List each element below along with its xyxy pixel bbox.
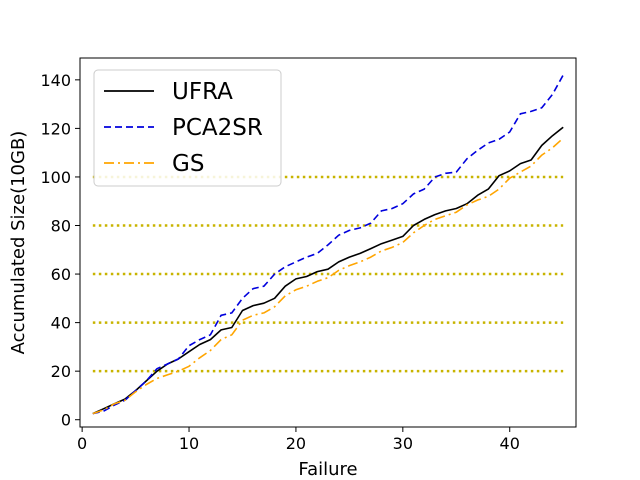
- x-axis: 0 10 20 30 40: [77, 427, 520, 453]
- y-tick-label: 60: [51, 265, 71, 284]
- legend: UFRA PCA2SR GS: [93, 69, 282, 187]
- y-tick-label: 80: [51, 217, 71, 236]
- x-tick-label: 40: [500, 434, 520, 453]
- series-line-gs: [92, 137, 564, 415]
- y-tick-label: 120: [40, 119, 71, 138]
- x-axis-label: Failure: [298, 459, 357, 480]
- x-tick-label: 20: [286, 434, 306, 453]
- plot-frame: [79, 57, 577, 428]
- legend-label-pca2sr: PCA2SR: [172, 115, 263, 141]
- series-layer: [92, 74, 564, 415]
- series-line-ufra: [92, 126, 564, 415]
- legend-box: [93, 69, 282, 187]
- y-axis-label: Accumulated Size(10GB): [8, 131, 29, 355]
- x-tick-label: 0: [77, 434, 87, 453]
- x-tick-label: 10: [179, 434, 199, 453]
- reference-lines: [92, 175, 564, 373]
- y-tick-label: 0: [61, 411, 71, 430]
- x-tick-label: 30: [393, 434, 413, 453]
- legend-label-gs: GS: [172, 151, 204, 177]
- y-axis: 0 20 40 60 80 100 120 140: [40, 71, 80, 430]
- legend-label-ufra: UFRA: [172, 79, 233, 105]
- y-tick-label: 140: [40, 71, 71, 90]
- series-line-pca2sr: [92, 74, 564, 415]
- y-tick-label: 100: [40, 168, 71, 187]
- y-tick-label: 40: [51, 314, 71, 333]
- y-tick-label: 20: [51, 362, 71, 381]
